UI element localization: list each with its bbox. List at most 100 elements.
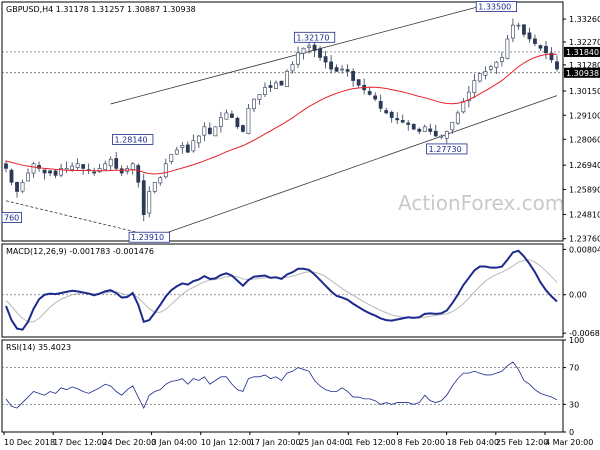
- candle-body: [290, 64, 295, 72]
- candle-body: [345, 69, 350, 72]
- annotation-5: 760: [1, 212, 23, 223]
- candle: [9, 168, 14, 186]
- candle: [224, 109, 229, 120]
- candle: [42, 169, 47, 180]
- candle-body: [367, 91, 372, 95]
- price-tick-label: 1.32270: [569, 38, 600, 47]
- candle-body: [450, 121, 455, 131]
- candle: [257, 94, 262, 105]
- macd-signal-line: [5, 259, 558, 323]
- candle: [263, 82, 267, 98]
- candle: [31, 162, 36, 178]
- candle-body: [307, 45, 311, 48]
- candle-body: [59, 168, 64, 176]
- candle: [202, 122, 207, 142]
- macd-line: [5, 249, 558, 331]
- candle: [511, 18, 515, 43]
- macd-panel-title: MACD(12,26,9) -0.001783 -0.001476: [6, 247, 154, 256]
- rsi-tick-label: 100: [569, 336, 584, 345]
- panel-frames: [1, 1, 564, 433]
- candle-body: [384, 110, 389, 114]
- price-panel: 1.33260 1.32270 1.31280 1.30150 1.29100 1.280…: [1, 1, 600, 244]
- candle: [340, 65, 345, 74]
- candle: [15, 181, 19, 198]
- candle: [274, 80, 278, 90]
- candle-body: [516, 24, 521, 27]
- candle-body: [549, 52, 554, 61]
- candle: [549, 47, 554, 63]
- candle-body: [97, 168, 102, 173]
- candle-body: [274, 82, 278, 89]
- candle: [351, 68, 356, 87]
- candle: [334, 64, 339, 72]
- annotation-label: 1.33500: [478, 3, 511, 12]
- candle: [356, 79, 361, 88]
- annotation-3: 1.27730: [426, 143, 468, 155]
- annotation-box: [426, 143, 468, 155]
- time-tick-label: 4 Mar 20:00: [545, 438, 593, 447]
- candle-body: [174, 149, 179, 155]
- rsi-tick-label: 0: [569, 428, 574, 437]
- time-tick-label: 17 Jan 20:00: [250, 438, 301, 447]
- candle-body: [191, 140, 196, 152]
- candle: [130, 162, 135, 175]
- candle: [169, 154, 174, 165]
- moving-average-line: [5, 53, 558, 175]
- candle-body: [329, 61, 333, 70]
- price-tag-box: [564, 67, 600, 78]
- candle-body: [147, 191, 152, 214]
- candle-body: [103, 163, 108, 170]
- candle: [433, 124, 438, 137]
- annotation-box: [475, 1, 517, 12]
- candle: [477, 73, 482, 83]
- candle-body: [488, 66, 493, 70]
- candle: [367, 86, 372, 96]
- price-tag-box: [564, 46, 600, 57]
- price-tag-label: 1.31840: [566, 48, 599, 57]
- candle: [207, 122, 212, 135]
- candle-body: [241, 125, 245, 132]
- candle-body: [4, 163, 8, 169]
- time-tick-label: 18 Feb 04:00: [447, 438, 499, 447]
- candle: [114, 151, 119, 171]
- price-tag-0: 1.31840: [564, 46, 600, 57]
- candle: [59, 163, 64, 178]
- candle: [488, 64, 493, 72]
- candle-body: [130, 163, 135, 170]
- candle: [152, 181, 157, 194]
- candle: [301, 47, 306, 60]
- candle: [268, 80, 273, 92]
- candle-body: [378, 100, 383, 109]
- price-tick-label: 1.29100: [569, 111, 600, 120]
- candle-body: [494, 61, 499, 68]
- price-tag-1: 1.30938: [564, 67, 600, 78]
- candle-body: [472, 80, 477, 93]
- candle-body: [522, 24, 526, 35]
- candle: [312, 41, 317, 58]
- time-tick-label: 25 Jan 04:00: [299, 438, 350, 447]
- candle-body: [406, 122, 411, 125]
- candle: [466, 85, 471, 108]
- candle: [378, 94, 383, 112]
- candle: [158, 176, 163, 186]
- candle: [103, 160, 108, 171]
- candle-body: [285, 71, 289, 87]
- candle-body: [53, 170, 58, 176]
- candle-body: [202, 126, 207, 136]
- candle-body: [461, 101, 466, 113]
- price-tick-label: 1.31280: [569, 61, 600, 70]
- candle: [461, 97, 466, 114]
- macd-panel: 0.008044 0.00 -0.006821 MACD(12,26,9) -0.00…: [2, 245, 600, 338]
- price-tick-label: 1.23760: [569, 235, 600, 244]
- candle: [163, 158, 168, 179]
- candle: [505, 34, 510, 60]
- candle-body: [499, 57, 504, 62]
- candle-body: [428, 128, 433, 132]
- candle: [544, 41, 548, 60]
- candle: [455, 110, 460, 125]
- candle: [241, 124, 245, 133]
- watermark-text: ActionForex.com: [398, 191, 564, 215]
- candle-body: [555, 61, 559, 70]
- candle-body: [505, 38, 510, 59]
- annotation-4: 1.23910: [128, 231, 170, 243]
